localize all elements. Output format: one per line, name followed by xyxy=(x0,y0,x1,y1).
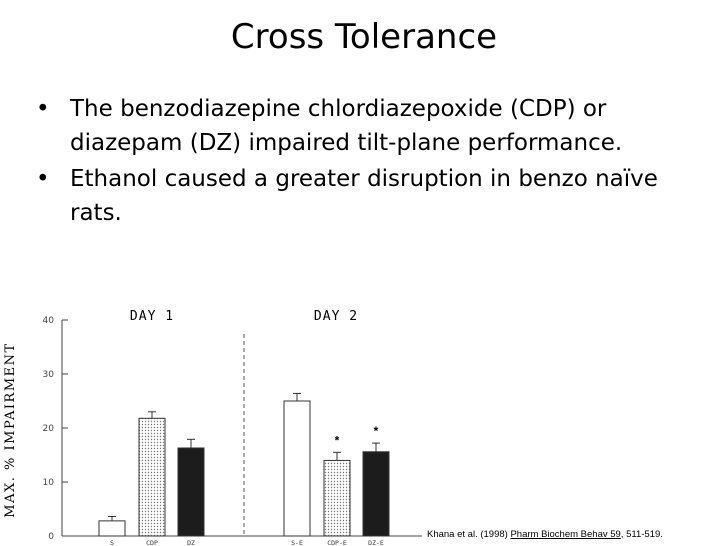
bullet-text: The benzodiazepine chlordiazepoxide (CDP… xyxy=(70,96,623,156)
citation-authors: Khana et al. (1998) xyxy=(427,529,508,540)
citation-pages: , 511-519. xyxy=(620,529,663,540)
y-tick-label: 20 xyxy=(43,424,55,434)
bar xyxy=(177,447,205,537)
citation: Khana et al. (1998) Pharm Biochem Behav … xyxy=(427,529,663,540)
bar xyxy=(362,451,390,537)
y-tick-label: 0 xyxy=(48,532,54,542)
significance-marker: * xyxy=(335,433,340,447)
citation-journal: Pharm Biochem Behav 59 xyxy=(510,529,621,540)
y-tick-label: 30 xyxy=(43,370,55,380)
impairment-bar-chart: MAX. % IMPAIRMENT 0 10 20 30 40 DAY 1 S CDP DZ DA… xyxy=(3,309,422,546)
x-tick-label: CDP-E xyxy=(327,539,347,546)
x-tick-label: DZ xyxy=(187,539,195,546)
bullet-icon: • xyxy=(36,96,50,122)
bullet-item: • Ethanol caused a greater disruption in… xyxy=(30,162,710,230)
group-label: DAY 1 xyxy=(130,309,174,324)
y-axis-label: MAX. % IMPAIRMENT xyxy=(3,342,18,517)
slide-title: Cross Tolerance xyxy=(230,17,498,57)
bullet-icon: • xyxy=(36,166,50,192)
bar xyxy=(138,417,166,537)
bullet-item: • The benzodiazepine chlordiazepoxide (C… xyxy=(30,92,710,160)
x-tick-label: S xyxy=(110,539,114,546)
bullet-text: Ethanol caused a greater disruption in b… xyxy=(70,166,658,226)
x-tick-label: S-E xyxy=(291,539,303,546)
bar xyxy=(323,459,351,537)
significance-marker: * xyxy=(374,424,379,438)
bullet-list: • The benzodiazepine chlordiazepoxide (C… xyxy=(30,92,710,232)
x-tick-label: CDP xyxy=(146,539,158,546)
y-tick-label: 10 xyxy=(43,478,55,488)
bar xyxy=(98,520,126,537)
x-tick-label: DZ-E xyxy=(368,539,384,546)
y-tick-label: 40 xyxy=(43,316,55,326)
bar xyxy=(283,400,311,537)
group-label: DAY 2 xyxy=(314,309,358,324)
